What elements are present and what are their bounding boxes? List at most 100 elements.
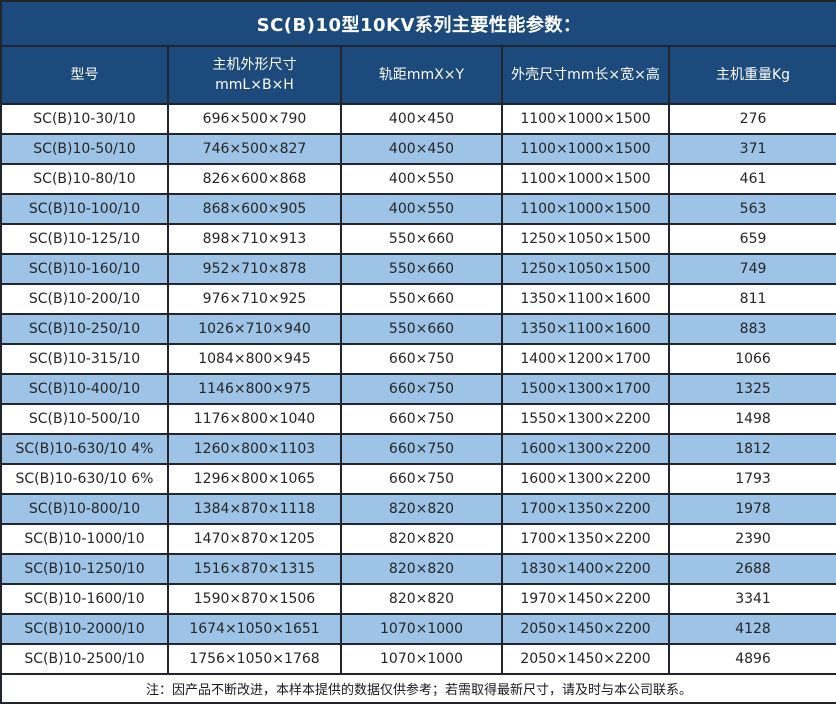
cell-main-unit-size: 1260×800×1103 [167,433,342,465]
table-row: SC(B)10-50/10 746×500×827 400×450 1100×1000… [0,133,836,165]
cell-weight: 371 [667,133,836,165]
cell-main-unit-size: 1176×800×1040 [167,403,342,435]
column-header-line: 外壳尺寸mm长×宽×高 [511,67,660,83]
cell-rail-gauge: 660×750 [340,463,503,495]
cell-rail-gauge: 820×820 [340,553,503,585]
table-row: SC(B)10-30/10 696×500×790 400×450 1100×1000… [0,103,836,135]
table-row: SC(B)10-630/10 6% 1296×800×1065 660×750 160… [0,463,836,495]
cell-weight: 3341 [667,583,836,615]
cell-model: SC(B)10-80/10 [0,163,169,195]
cell-main-unit-size: 1384×870×1118 [167,493,342,525]
cell-model: SC(B)10-160/10 [0,253,169,285]
cell-weight: 811 [667,283,836,315]
cell-rail-gauge: 660×750 [340,343,503,375]
cell-shell-size: 1250×1050×1500 [501,223,670,255]
cell-weight: 1066 [667,343,836,375]
cell-weight: 659 [667,223,836,255]
cell-shell-size: 1350×1100×1600 [501,283,670,315]
cell-shell-size: 1700×1350×2200 [501,523,670,555]
cell-model: SC(B)10-1600/10 [0,583,169,615]
cell-rail-gauge: 820×820 [340,583,503,615]
cell-model: SC(B)10-200/10 [0,283,169,315]
column-header-line: 主机重量Kg [715,67,791,83]
cell-shell-size: 1700×1350×2200 [501,493,670,525]
cell-weight: 276 [667,103,836,135]
cell-rail-gauge: 400×450 [340,133,503,165]
column-header-weight: 主机重量Kg [667,45,836,105]
cell-rail-gauge: 1070×1000 [340,613,503,645]
cell-main-unit-size: 1590×870×1506 [167,583,342,615]
cell-rail-gauge: 550×660 [340,253,503,285]
cell-shell-size: 1400×1200×1700 [501,343,670,375]
cell-main-unit-size: 1146×800×975 [167,373,342,405]
table-row: SC(B)10-315/10 1084×800×945 660×750 1400×12… [0,343,836,375]
cell-shell-size: 1100×1000×1500 [501,103,670,135]
cell-rail-gauge: 400×550 [340,163,503,195]
cell-main-unit-size: 1470×870×1205 [167,523,342,555]
cell-main-unit-size: 1296×800×1065 [167,463,342,495]
table-row: SC(B)10-2000/10 1674×1050×1651 1070×1000 20… [0,613,836,645]
cell-main-unit-size: 826×600×868 [167,163,342,195]
table-row: SC(B)10-800/10 1384×870×1118 820×820 1700×1… [0,493,836,525]
cell-main-unit-size: 1026×710×940 [167,313,342,345]
table-body: SC(B)10-30/10 696×500×790 400×450 1100×1000… [0,103,836,675]
table-row: SC(B)10-200/10 976×710×925 550×660 1350×110… [0,283,836,315]
cell-shell-size: 1970×1450×2200 [501,583,670,615]
cell-model: SC(B)10-1250/10 [0,553,169,585]
column-header-line: mmL×B×H [215,77,294,93]
table-row: SC(B)10-2500/10 1756×1050×1768 1070×1000 20… [0,643,836,675]
cell-shell-size: 1830×1400×2200 [501,553,670,585]
cell-weight: 4128 [667,613,836,645]
cell-rail-gauge: 660×750 [340,373,503,405]
cell-model: SC(B)10-630/10 4% [0,433,169,465]
cell-rail-gauge: 550×660 [340,223,503,255]
cell-weight: 563 [667,193,836,225]
cell-weight: 2390 [667,523,836,555]
cell-shell-size: 1600×1300×2200 [501,433,670,465]
cell-model: SC(B)10-30/10 [0,103,169,135]
cell-shell-size: 1350×1100×1600 [501,313,670,345]
page-title: SC(B)10型10KV系列主要性能参数： [0,0,836,47]
cell-shell-size: 2050×1450×2200 [501,643,670,675]
table-row: SC(B)10-1250/10 1516×870×1315 820×820 1830×… [0,553,836,585]
cell-main-unit-size: 1516×870×1315 [167,553,342,585]
table-row: SC(B)10-1000/10 1470×870×1205 820×820 1700×… [0,523,836,555]
footer-row: 注：因产品不断改进，本样本提供的数据仅供参考；若需取得最新尺寸，请及时与本公司联… [0,673,836,704]
cell-model: SC(B)10-250/10 [0,313,169,345]
cell-main-unit-size: 868×600×905 [167,193,342,225]
column-header-line: 主机外形尺寸 [212,57,297,73]
cell-main-unit-size: 696×500×790 [167,103,342,135]
table-row: SC(B)10-1600/10 1590×870×1506 820×820 1970×… [0,583,836,615]
cell-main-unit-size: 1084×800×945 [167,343,342,375]
cell-shell-size: 1100×1000×1500 [501,133,670,165]
cell-shell-size: 2050×1450×2200 [501,613,670,645]
cell-main-unit-size: 976×710×925 [167,283,342,315]
cell-model: SC(B)10-50/10 [0,133,169,165]
table-row: SC(B)10-500/10 1176×800×1040 660×750 1550×1… [0,403,836,435]
cell-rail-gauge: 550×660 [340,283,503,315]
cell-model: SC(B)10-125/10 [0,223,169,255]
cell-model: SC(B)10-100/10 [0,193,169,225]
cell-main-unit-size: 1756×1050×1768 [167,643,342,675]
table-row: SC(B)10-250/10 1026×710×940 550×660 1350×11… [0,313,836,345]
cell-main-unit-size: 746×500×827 [167,133,342,165]
cell-weight: 4896 [667,643,836,675]
cell-shell-size: 1550×1300×2200 [501,403,670,435]
cell-rail-gauge: 1070×1000 [340,643,503,675]
cell-main-unit-size: 1674×1050×1651 [167,613,342,645]
cell-weight: 1978 [667,493,836,525]
cell-model: SC(B)10-1000/10 [0,523,169,555]
table-row: SC(B)10-100/10 868×600×905 400×550 1100×100… [0,193,836,225]
table-row: SC(B)10-80/10 826×600×868 400×550 1100×1000… [0,163,836,195]
column-header-shell-size: 外壳尺寸mm长×宽×高 [501,45,670,105]
table-row: SC(B)10-630/10 4% 1260×800×1103 660×750 160… [0,433,836,465]
cell-weight: 1325 [667,373,836,405]
cell-main-unit-size: 952×710×878 [167,253,342,285]
column-header-model: 型号 [0,45,169,105]
cell-main-unit-size: 898×710×913 [167,223,342,255]
cell-rail-gauge: 660×750 [340,433,503,465]
table-row: SC(B)10-400/10 1146×800×975 660×750 1500×13… [0,373,836,405]
cell-weight: 749 [667,253,836,285]
cell-model: SC(B)10-630/10 6% [0,463,169,495]
cell-rail-gauge: 550×660 [340,313,503,345]
